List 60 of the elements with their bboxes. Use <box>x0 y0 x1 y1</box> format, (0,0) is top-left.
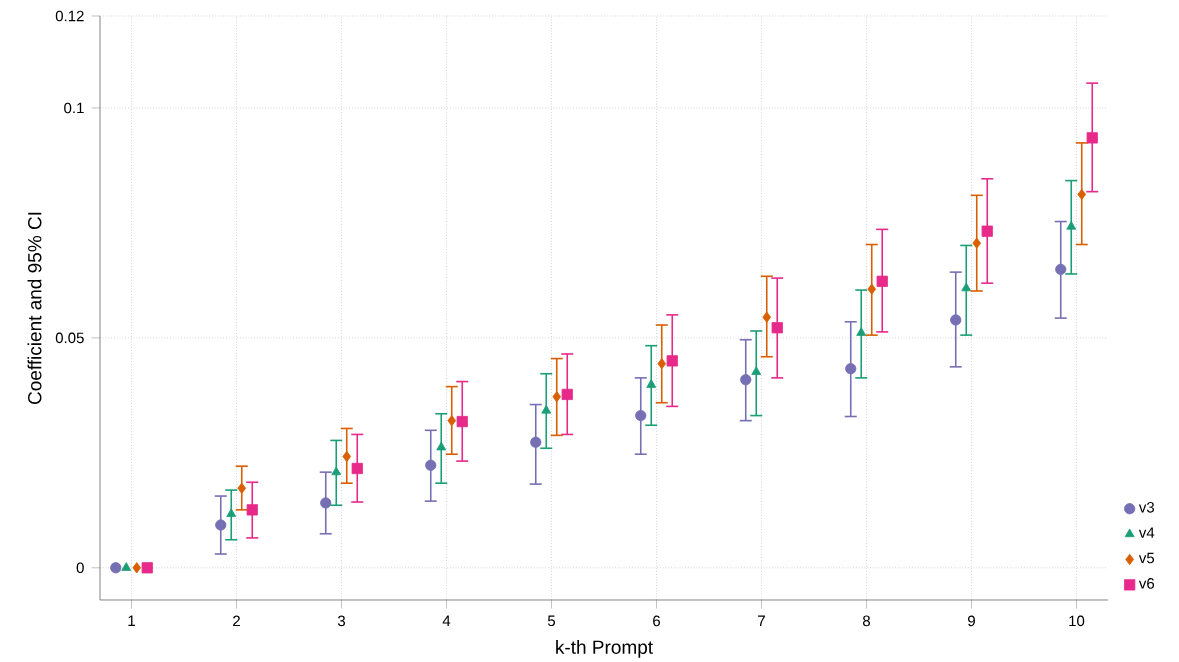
x-axis-title: k-th Prompt <box>556 639 653 658</box>
y-tick-label: 0.05 <box>55 332 84 344</box>
legend-label: v5 <box>1138 552 1155 564</box>
point <box>246 504 258 516</box>
x-tick-label: 6 <box>653 615 661 627</box>
point <box>447 415 457 427</box>
point <box>646 379 657 388</box>
point <box>657 358 667 370</box>
point <box>552 391 562 403</box>
point <box>237 482 247 494</box>
legend-label: v6 <box>1138 578 1155 589</box>
point <box>845 363 857 375</box>
x-tick-label: 1 <box>128 615 135 626</box>
x-tick-label: 8 <box>862 615 871 627</box>
point <box>856 327 867 336</box>
point <box>1066 220 1077 230</box>
point <box>867 283 877 295</box>
point <box>342 450 352 463</box>
point <box>635 409 647 422</box>
point <box>762 311 772 323</box>
point <box>456 415 468 428</box>
x-tick-label: 9 <box>968 615 975 627</box>
point <box>561 388 573 401</box>
y-tick-label: 0 <box>76 562 84 574</box>
x-tick-label: 10 <box>1069 615 1085 627</box>
point <box>215 519 227 531</box>
x-tick-label: 4 <box>442 615 451 626</box>
point <box>436 441 447 451</box>
point <box>541 404 552 414</box>
point <box>226 508 237 517</box>
point <box>110 562 122 574</box>
x-tick-label: 2 <box>233 615 240 627</box>
point <box>425 459 437 471</box>
point <box>950 314 962 326</box>
x-tick-label: 7 <box>758 615 765 626</box>
point <box>1077 188 1087 201</box>
point <box>351 462 363 475</box>
point <box>771 322 783 334</box>
point <box>876 275 888 287</box>
legend-label: v4 <box>1138 527 1155 538</box>
point <box>121 562 132 571</box>
x-tick-label: 3 <box>337 615 346 627</box>
point <box>740 374 752 386</box>
point <box>751 366 762 375</box>
point <box>1055 263 1067 275</box>
point <box>961 282 972 292</box>
point <box>132 562 142 574</box>
y-tick-label: 0.1 <box>64 102 84 114</box>
y-axis-title: Coefficient and 95% CI <box>27 212 42 405</box>
point <box>141 562 153 574</box>
point <box>320 497 332 509</box>
point <box>1086 132 1098 144</box>
point <box>666 355 678 367</box>
point <box>972 237 982 249</box>
point <box>331 466 342 476</box>
x-tick-label: 5 <box>547 615 556 627</box>
legend-label: v3 <box>1138 502 1155 513</box>
point <box>530 436 542 448</box>
y-tick-label: 0.12 <box>55 10 84 22</box>
point <box>981 225 993 237</box>
